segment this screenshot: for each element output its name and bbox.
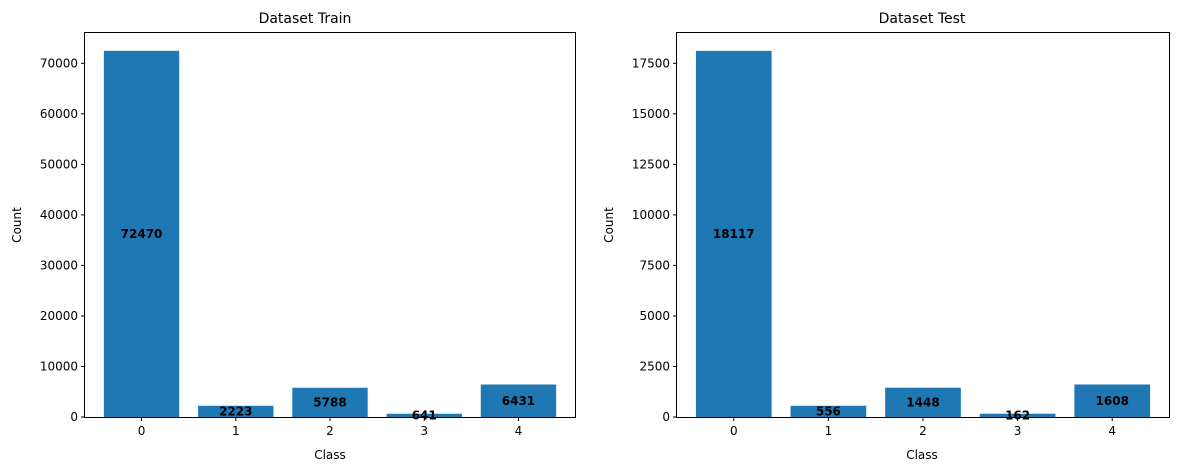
data-label: 2223 bbox=[219, 404, 252, 418]
y-tick-label: 0 bbox=[662, 410, 670, 424]
y-tick-label: 0 bbox=[70, 410, 78, 424]
bar-class-4 bbox=[1074, 384, 1151, 417]
x-tick-label: 4 bbox=[515, 424, 523, 438]
x-ticks: 0 1 2 3 4 bbox=[730, 417, 1116, 438]
x-tick-label: 1 bbox=[825, 424, 833, 438]
bar-class-3 bbox=[979, 413, 1056, 417]
data-label: 556 bbox=[816, 404, 841, 418]
data-label: 5788 bbox=[313, 395, 346, 409]
y-tick-label: 40000 bbox=[40, 208, 78, 222]
data-label: 72470 bbox=[121, 227, 163, 241]
x-axis-label: Class bbox=[906, 448, 938, 462]
data-label: 1448 bbox=[906, 395, 939, 409]
data-labels: 72470 2223 5788 641 6431 bbox=[121, 227, 536, 422]
y-tick-label: 5000 bbox=[639, 309, 670, 323]
data-labels: 18117 556 1448 162 1608 bbox=[713, 227, 1129, 422]
y-tick-label: 15000 bbox=[632, 107, 670, 121]
x-tick-label: 3 bbox=[420, 424, 428, 438]
y-ticks: 0 2500 5000 7500 10000 12500 15000 17500 bbox=[632, 56, 677, 424]
bar-class-4 bbox=[480, 384, 557, 417]
bar-class-0 bbox=[695, 50, 772, 418]
chart-title: Dataset Train bbox=[259, 11, 352, 27]
x-tick-label: 0 bbox=[138, 424, 146, 438]
y-tick-label: 30000 bbox=[40, 258, 78, 272]
x-ticks: 0 1 2 3 4 bbox=[138, 417, 523, 438]
bar-class-2 bbox=[885, 387, 961, 417]
y-tick-label: 20000 bbox=[40, 309, 78, 323]
y-tick-label: 70000 bbox=[40, 56, 78, 70]
bar-class-1 bbox=[790, 405, 867, 417]
chart-title: Dataset Test bbox=[879, 11, 966, 27]
y-tick-label: 60000 bbox=[40, 107, 78, 121]
y-tick-label: 2500 bbox=[639, 359, 670, 373]
y-tick-label: 10000 bbox=[632, 208, 670, 222]
data-label: 1608 bbox=[1096, 394, 1129, 408]
axes-frame bbox=[676, 32, 1170, 418]
chart-test: Dataset Test Class Count 025005000750010… bbox=[602, 11, 1170, 462]
bar-class-2 bbox=[292, 387, 368, 417]
y-tick-label: 7500 bbox=[639, 258, 670, 272]
bar-class-3 bbox=[386, 413, 462, 417]
y-ticks: 0 10000 20000 30000 40000 50000 60000 70000 bbox=[40, 56, 85, 424]
axes-frame bbox=[84, 32, 576, 418]
data-label: 641 bbox=[412, 408, 437, 422]
x-tick-label: 0 bbox=[730, 424, 738, 438]
y-tick-label: 50000 bbox=[40, 157, 78, 171]
data-label: 6431 bbox=[502, 394, 535, 408]
chart-train: Dataset Train Class Count 01000020000300… bbox=[10, 11, 576, 462]
y-tick-label: 12500 bbox=[632, 157, 670, 171]
bar-class-1 bbox=[198, 405, 274, 417]
y-axis-label: Count bbox=[10, 207, 24, 243]
y-axis-label: Count bbox=[602, 207, 616, 243]
y-tick-label: 10000 bbox=[40, 359, 78, 373]
x-tick-label: 3 bbox=[1014, 424, 1022, 438]
data-label: 18117 bbox=[713, 227, 755, 241]
y-tick-label: 17500 bbox=[632, 56, 670, 70]
bars bbox=[695, 50, 1151, 418]
data-label: 162 bbox=[1005, 408, 1030, 422]
x-axis-label: Class bbox=[314, 448, 346, 462]
bar-class-0 bbox=[103, 50, 180, 418]
x-tick-label: 2 bbox=[326, 424, 334, 438]
x-tick-label: 2 bbox=[919, 424, 927, 438]
x-tick-label: 4 bbox=[1108, 424, 1116, 438]
x-tick-label: 1 bbox=[232, 424, 240, 438]
bars bbox=[103, 50, 557, 418]
